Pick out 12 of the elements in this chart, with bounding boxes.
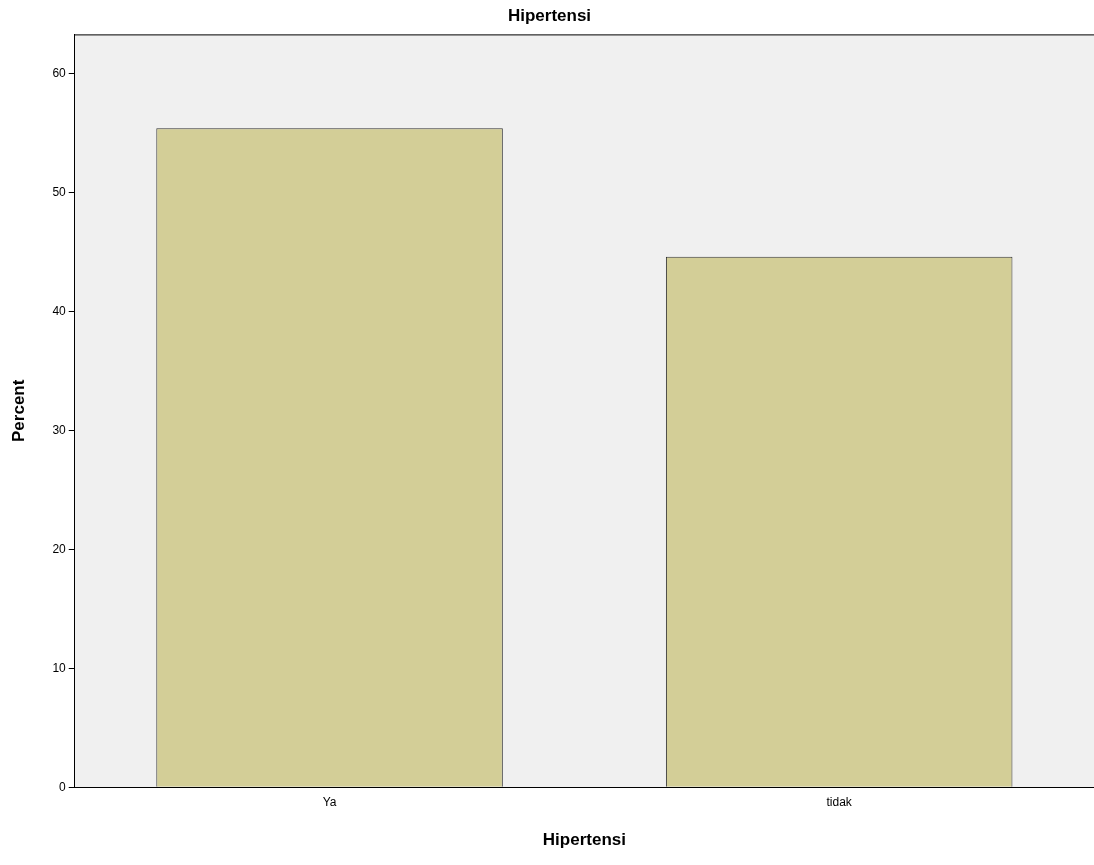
chart-title: Hipertensi — [507, 5, 592, 25]
y-tick-label: 10 — [52, 660, 67, 675]
y-axis-title: Percent — [8, 379, 28, 442]
y-tick-label: 40 — [52, 303, 67, 318]
y-tick-label: 30 — [52, 422, 67, 437]
y-tick-label: 0 — [59, 779, 67, 794]
y-tick-label: 50 — [52, 184, 67, 199]
x-tick-label: tidak — [826, 794, 853, 809]
x-axis-title: Hipertensi — [542, 830, 626, 850]
y-tick-label: 60 — [52, 65, 67, 80]
x-tick-label: Ya — [322, 794, 337, 809]
y-tick-label: 20 — [52, 541, 67, 556]
